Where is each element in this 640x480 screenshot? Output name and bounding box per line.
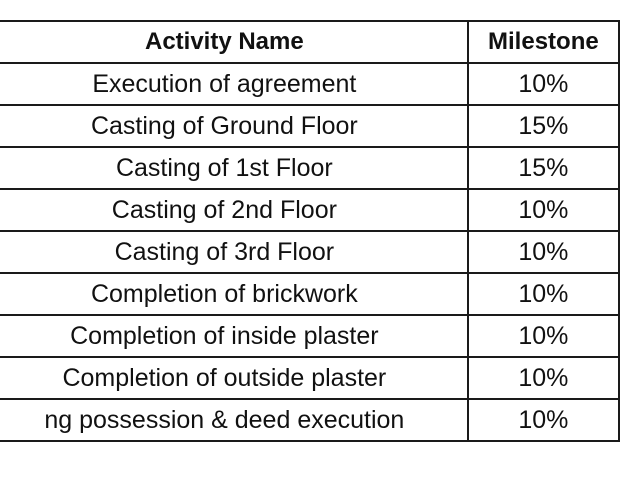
activity-name-cell: Casting of 1st Floor xyxy=(0,146,469,190)
table-row: Completion of outside plaster 10% xyxy=(0,356,621,400)
table-header: Activity Name Milestone xyxy=(0,20,621,64)
milestone-cell: 15% xyxy=(466,104,621,148)
payment-schedule-table: Activity Name Milestone Execution of agr… xyxy=(0,20,621,442)
column-header-activity-name: Activity Name xyxy=(0,20,469,64)
milestone-cell: 10% xyxy=(466,398,621,442)
table-row: Completion of brickwork 10% xyxy=(0,272,621,316)
activity-name-cell: Casting of 3rd Floor xyxy=(0,230,469,274)
milestone-cell: 10% xyxy=(466,314,621,358)
activity-name-cell: Completion of outside plaster xyxy=(0,356,469,400)
activity-name-cell: Casting of 2nd Floor xyxy=(0,188,469,232)
activity-name-cell: Execution of agreement xyxy=(0,62,469,106)
table-row: Casting of 3rd Floor 10% xyxy=(0,230,621,274)
milestone-cell: 10% xyxy=(466,230,621,274)
activity-name-cell: Completion of inside plaster xyxy=(0,314,469,358)
table-row: Casting of 1st Floor 15% xyxy=(0,146,621,190)
table-row: Casting of 2nd Floor 10% xyxy=(0,188,621,232)
table-row: Execution of agreement 10% xyxy=(0,62,621,106)
activity-name-cell: Casting of Ground Floor xyxy=(0,104,469,148)
table-row: Completion of inside plaster 10% xyxy=(0,314,621,358)
table-row: ng possession & deed execution 10% xyxy=(0,398,621,442)
table-row: Casting of Ground Floor 15% xyxy=(0,104,621,148)
milestone-cell: 15% xyxy=(466,146,621,190)
column-header-milestone: Milestone xyxy=(466,20,621,64)
milestone-cell: 10% xyxy=(466,188,621,232)
header-row: Activity Name Milestone xyxy=(0,20,621,64)
milestone-cell: 10% xyxy=(466,272,621,316)
activity-name-cell: Completion of brickwork xyxy=(0,272,469,316)
milestone-cell: 10% xyxy=(466,356,621,400)
activity-name-cell: ng possession & deed execution xyxy=(0,398,469,442)
milestone-cell: 10% xyxy=(466,62,621,106)
table-body: Execution of agreement 10% Casting of Gr… xyxy=(0,62,621,442)
